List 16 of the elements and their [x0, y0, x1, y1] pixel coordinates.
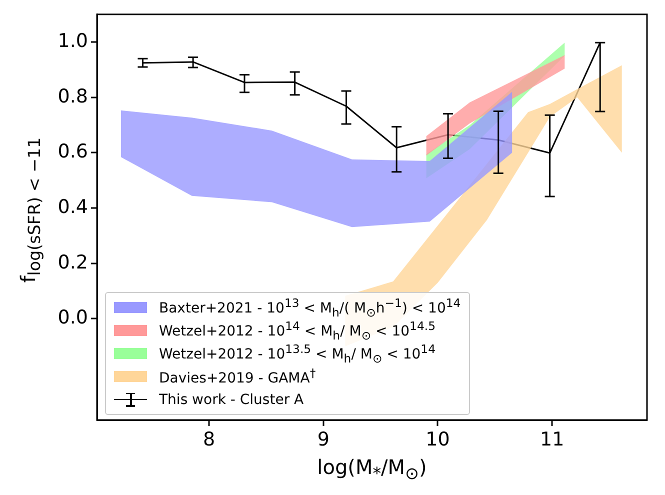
y-tick-label: 0.4	[58, 196, 88, 218]
legend-label: Wetzel+2012 - 10$^{14}$ < M$_{h}$/ M$_{⊙}$ < 10$^{14.5}$	[159, 318, 436, 342]
y-tick-label: 0.0	[58, 306, 88, 329]
x-tick-label: 10	[426, 428, 450, 450]
x-tick-label: 11	[540, 428, 564, 450]
y-tick-label: 0.2	[58, 251, 88, 274]
x-tick-label: 9	[317, 428, 330, 450]
y-tick-label: 0.8	[58, 85, 88, 108]
y-tick-label: 1.0	[58, 30, 88, 52]
y-tick-label: 0.6	[58, 140, 88, 163]
legend-label: Davies+2019 - GAMA$^{†}$	[159, 366, 316, 387]
x-axis-title: log(M$_{*}$/M$_{⊙}$)	[316, 455, 428, 483]
legend-label: This work - Cluster A	[159, 392, 304, 408]
text: Baxter+2021 - 10$^{13}$ < M$_{h}$/( M$_{⊙}$h$^{−1}$) < 10$^{14}$	[159, 296, 461, 320]
x-tick-label: 8	[203, 428, 216, 450]
legend-label: Wetzel+2012 - 10$^{13.5}$ < M$_{h}$/ M$_{⊙}$ < 10$^{14}$	[159, 342, 436, 366]
